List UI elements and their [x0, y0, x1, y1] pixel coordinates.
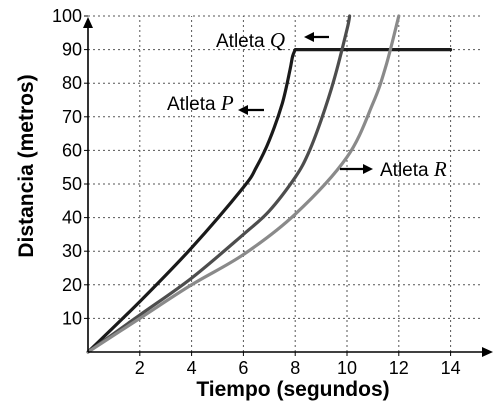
atleta-r-label-prefix: Atleta	[380, 160, 434, 181]
y-tick-label: 50	[62, 174, 82, 194]
atleta-q-label-letter: Q	[270, 28, 285, 52]
y-tick-label: 60	[62, 140, 82, 160]
x-tick-label: 14	[441, 358, 461, 378]
y-tick-label: 40	[62, 208, 82, 228]
y-tick-label: 90	[62, 40, 82, 60]
atleta-r-label: Atleta R	[380, 157, 447, 181]
x-tick-label: 6	[238, 358, 248, 378]
atleta-q-arrowhead-icon	[304, 32, 314, 42]
tick-layer: 2 4 6 8 10 12 14 10 20 30 40 50 60 70 80 90 100	[52, 6, 461, 378]
x-tick-label: 12	[389, 358, 409, 378]
atleta-r-arrowhead-icon	[363, 164, 373, 174]
y-tick-label: 100	[52, 6, 82, 26]
atleta-p-line	[86, 48, 453, 354]
series-layer	[86, 14, 453, 354]
atleta-p-arrowhead-icon	[238, 105, 248, 115]
y-tick-label: 70	[62, 107, 82, 127]
atleta-q-label-prefix: Atleta	[216, 31, 270, 52]
y-tick-label: 10	[62, 308, 82, 328]
y-tick-label: 30	[62, 241, 82, 261]
x-axis-title: Tiempo (segundos)	[196, 378, 389, 401]
y-axis-title: Distancia (metros)	[15, 74, 38, 257]
atleta-p-label: Atleta P	[167, 91, 234, 115]
x-tick-label: 4	[187, 358, 197, 378]
atleta-r-line	[86, 14, 401, 354]
atleta-p-label-prefix: Atleta	[167, 94, 221, 115]
x-axis-arrow	[482, 347, 493, 357]
atleta-p-label-letter: P	[220, 91, 234, 115]
axes-layer	[83, 17, 493, 357]
atleta-r-label-letter: R	[433, 157, 447, 181]
y-tick-label: 20	[62, 275, 82, 295]
y-axis-arrow	[83, 17, 93, 28]
x-tick-label: 2	[135, 358, 145, 378]
atleta-q-label: Atleta Q	[216, 28, 285, 52]
x-tick-label: 8	[290, 358, 300, 378]
grid-layer	[88, 15, 482, 352]
atleta-q-line	[86, 14, 352, 354]
x-tick-label: 10	[337, 358, 357, 378]
y-tick-label: 80	[62, 73, 82, 93]
